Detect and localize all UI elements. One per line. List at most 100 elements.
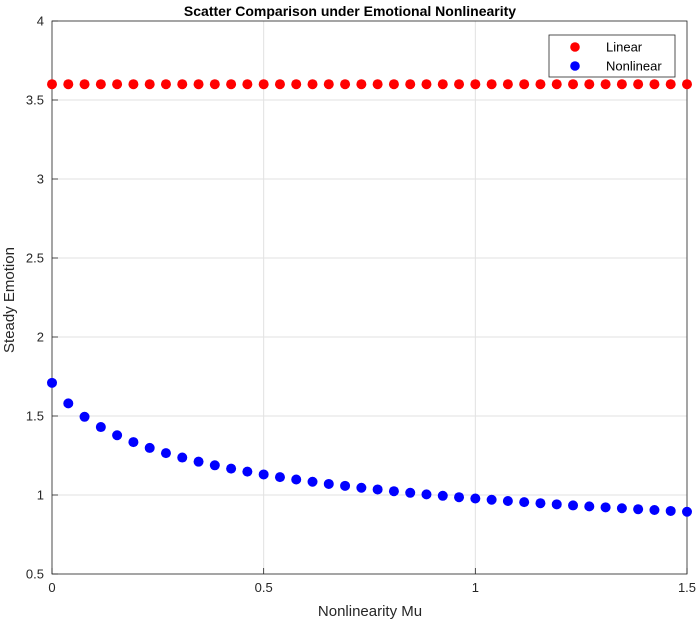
linear-point <box>242 79 253 90</box>
nonlinear-point <box>388 486 399 497</box>
x-tick-label: 0 <box>48 580 55 595</box>
linear-point <box>502 79 513 90</box>
x-tick-label: 1 <box>472 580 479 595</box>
nonlinear-point <box>258 469 269 480</box>
nonlinear-point <box>226 463 237 474</box>
nonlinear-point <box>95 422 106 433</box>
linear-point <box>340 79 351 90</box>
nonlinear-point <box>665 505 676 516</box>
nonlinear-point <box>160 448 171 459</box>
linear-point <box>519 79 530 90</box>
nonlinear-point <box>144 442 155 453</box>
x-tick-label: 0.5 <box>255 580 273 595</box>
linear-point <box>616 79 627 90</box>
linear-point <box>682 79 692 90</box>
nonlinear-point <box>63 398 74 409</box>
y-tick-label: 3.5 <box>26 93 44 108</box>
linear-point <box>600 79 611 90</box>
series-nonlinear <box>47 377 692 517</box>
linear-point <box>144 79 155 90</box>
linear-point <box>274 79 285 90</box>
linear-point <box>551 79 562 90</box>
nonlinear-point <box>128 437 139 448</box>
nonlinear-point <box>649 505 660 516</box>
nonlinear-point <box>486 494 497 505</box>
nonlinear-point <box>47 377 57 388</box>
nonlinear-point <box>682 506 692 517</box>
nonlinear-point <box>112 430 123 441</box>
nonlinear-point <box>584 501 595 512</box>
nonlinear-point <box>209 460 220 471</box>
linear-point <box>47 79 57 90</box>
linear-point <box>160 79 171 90</box>
nonlinear-point <box>454 492 465 503</box>
nonlinear-point <box>307 476 318 487</box>
nonlinear-point <box>502 496 513 507</box>
linear-point <box>665 79 676 90</box>
linear-point <box>405 79 416 90</box>
nonlinear-point <box>470 493 481 504</box>
linear-point <box>177 79 188 90</box>
nonlinear-point <box>600 502 611 513</box>
linear-point <box>486 79 497 90</box>
linear-point <box>95 79 106 90</box>
linear-point <box>226 79 237 90</box>
x-tick-label: 1.5 <box>678 580 696 595</box>
linear-point <box>584 79 595 90</box>
nonlinear-point <box>551 499 562 510</box>
nonlinear-point <box>535 498 546 509</box>
nonlinear-point <box>340 480 351 491</box>
nonlinear-point <box>519 497 530 508</box>
linear-point <box>258 79 269 90</box>
nonlinear-point <box>616 503 627 514</box>
linear-point <box>291 79 302 90</box>
plot-area <box>52 21 687 574</box>
linear-point <box>63 79 74 90</box>
y-tick-label: 1 <box>37 488 44 503</box>
legend-label-linear: Linear <box>606 40 643 55</box>
grid-lines <box>51 20 688 575</box>
y-axis-label: Steady Emotion <box>1 247 18 353</box>
y-tick-label: 2 <box>37 330 44 345</box>
linear-point <box>112 79 123 90</box>
linear-point <box>437 79 448 90</box>
legend: Linear Nonlinear <box>548 34 676 78</box>
nonlinear-point <box>568 500 579 511</box>
linear-point <box>356 79 367 90</box>
y-tick-label: 2.5 <box>26 251 44 266</box>
linear-point <box>79 79 90 90</box>
nonlinear-point <box>79 411 90 422</box>
axis-ticks: 0 0.5 1 1.5 0.5 1 1.5 2 2.5 3 3.5 4 <box>26 14 696 596</box>
nonlinear-point <box>193 456 204 467</box>
linear-point <box>649 79 660 90</box>
series-linear <box>47 79 692 90</box>
legend-label-nonlinear: Nonlinear <box>606 59 662 74</box>
nonlinear-point <box>405 487 416 498</box>
axes-box <box>51 20 688 575</box>
nonlinear-point <box>421 489 432 500</box>
y-tick-label: 1.5 <box>26 409 44 424</box>
linear-point <box>470 79 481 90</box>
nonlinear-point <box>437 490 448 501</box>
y-tick-label: 0.5 <box>26 567 44 582</box>
linear-point <box>128 79 139 90</box>
linear-point <box>323 79 334 90</box>
linear-point <box>209 79 220 90</box>
nonlinear-point <box>323 478 334 489</box>
y-tick-label: 4 <box>37 14 44 29</box>
linear-point <box>421 79 432 90</box>
legend-marker-linear <box>570 42 580 52</box>
linear-point <box>307 79 318 90</box>
linear-point <box>535 79 546 90</box>
nonlinear-point <box>274 472 285 483</box>
data-series <box>47 79 692 517</box>
nonlinear-point <box>177 452 188 463</box>
nonlinear-point <box>291 474 302 485</box>
linear-point <box>568 79 579 90</box>
x-axis-label: Nonlinearity Mu <box>318 603 422 620</box>
y-tick-label: 3 <box>37 172 44 187</box>
linear-point <box>372 79 383 90</box>
linear-point <box>193 79 204 90</box>
linear-point <box>388 79 399 90</box>
